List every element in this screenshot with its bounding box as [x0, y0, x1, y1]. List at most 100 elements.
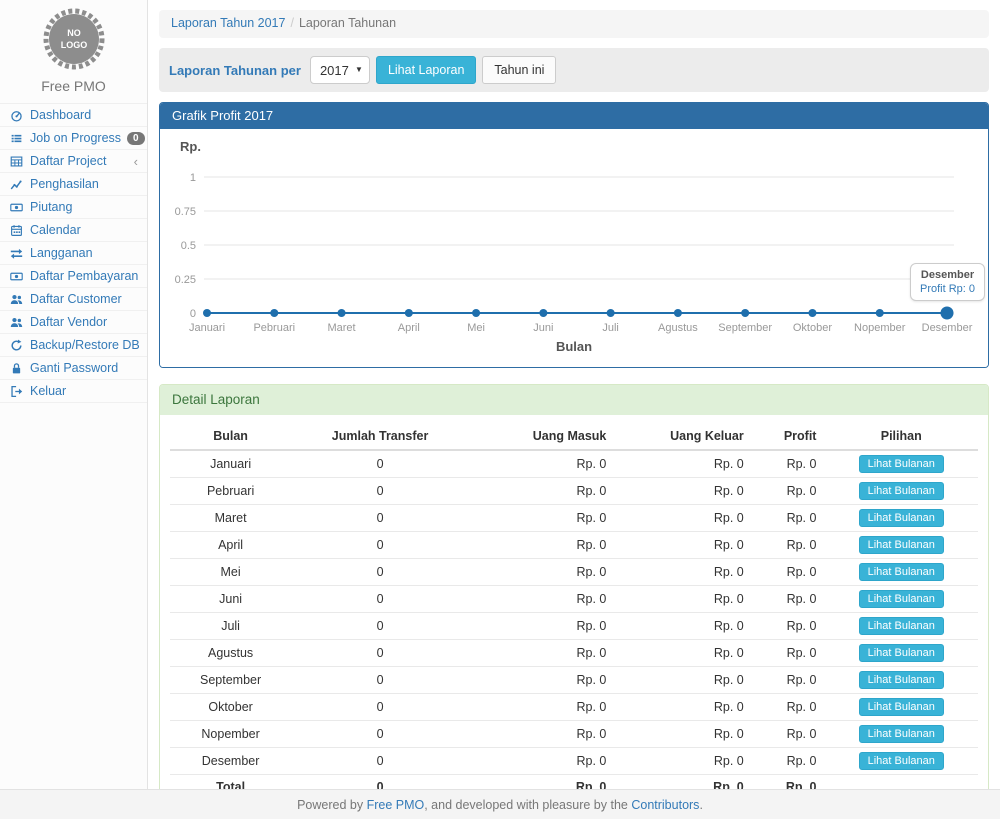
column-header-bulan: Bulan [170, 423, 292, 451]
lihat-bulanan-button-september[interactable]: Lihat Bulanan [858, 671, 944, 689]
cell-jumlah-transfer: 0 [291, 585, 469, 613]
cell-jumlah-transfer: 0 [291, 531, 469, 559]
data-point-nopember[interactable] [875, 309, 884, 317]
cell-uang-keluar: Rp. 0 [614, 558, 752, 586]
sidebar-item-dashboard[interactable]: Dashboard [0, 104, 147, 127]
tachometer-icon [9, 109, 24, 122]
x-tick-label: September [718, 322, 772, 334]
filter-bar: Laporan Tahunan per 2017 ▼ Lihat Laporan… [159, 48, 989, 92]
data-point-maret[interactable] [337, 309, 346, 317]
data-point-desember[interactable] [940, 306, 954, 320]
sidebar-item-backup-restore-db[interactable]: Backup/Restore DB [0, 334, 147, 357]
users-icon [9, 316, 24, 329]
cell-profit: Rp. 0 [751, 585, 825, 613]
table-row-agustus: Agustus 0 Rp. 0 Rp. 0 Rp. 0 Lihat Bulanan [170, 639, 978, 667]
cell-profit: Rp. 0 [751, 747, 825, 775]
cell-pilihan: Lihat Bulanan [824, 612, 978, 640]
data-point-mei[interactable] [472, 309, 481, 317]
x-tick-label: Maret [327, 322, 355, 334]
cell-uang-keluar: Rp. 0 [614, 666, 752, 694]
cell-bulan: Mei [170, 558, 292, 586]
cell-uang-masuk: Rp. 0 [468, 531, 615, 559]
y-tick-label: 0 [190, 308, 196, 320]
data-point-pebruari[interactable] [270, 309, 279, 317]
cell-profit: Rp. 0 [751, 558, 825, 586]
sidebar-item-label: Dashboard [30, 108, 92, 122]
data-point-oktober[interactable] [808, 309, 817, 317]
footer-link-contributors[interactable]: Contributors [631, 797, 700, 812]
data-point-september[interactable] [741, 309, 750, 317]
cell-pilihan: Lihat Bulanan [824, 666, 978, 694]
data-point-juli[interactable] [606, 309, 615, 317]
cell-profit: Rp. 0 [751, 450, 825, 478]
lihat-bulanan-button-januari[interactable]: Lihat Bulanan [858, 455, 944, 473]
sidebar-item-daftar-customer[interactable]: Daftar Customer [0, 288, 147, 311]
sidebar-item-ganti-password[interactable]: Ganti Password [0, 357, 147, 380]
sidebar-item-label: Daftar Customer [30, 292, 122, 306]
lihat-bulanan-button-pebruari[interactable]: Lihat Bulanan [858, 482, 944, 500]
sidebar-item-keluar[interactable]: Keluar [0, 380, 147, 403]
no-logo-badge-icon: NO LOGO [43, 8, 104, 70]
x-tick-label: Pebruari [253, 322, 295, 334]
cell-uang-keluar: Rp. 0 [614, 639, 752, 667]
cell-uang-keluar: Rp. 0 [614, 531, 752, 559]
sidebar-item-piutang[interactable]: Piutang [0, 196, 147, 219]
lihat-bulanan-button-nopember[interactable]: Lihat Bulanan [858, 725, 944, 743]
column-header-pilihan: Pilihan [824, 423, 978, 451]
cell-pilihan: Lihat Bulanan [824, 639, 978, 667]
sidebar-item-job-on-progress[interactable]: Job on Progress 0 [0, 127, 147, 150]
year-select[interactable]: 2017 [309, 56, 370, 84]
cell-bulan: Agustus [170, 639, 292, 667]
lihat-bulanan-button-april[interactable]: Lihat Bulanan [858, 536, 944, 554]
breadcrumb-link[interactable]: Laporan Tahun 2017 [171, 16, 286, 30]
data-point-juni[interactable] [539, 309, 548, 317]
cell-uang-masuk: Rp. 0 [468, 612, 615, 640]
table-row-oktober: Oktober 0 Rp. 0 Rp. 0 Rp. 0 Lihat Bulanan [170, 693, 978, 721]
cell-uang-masuk: Rp. 0 [468, 477, 615, 505]
cell-jumlah-transfer: 0 [291, 612, 469, 640]
cell-jumlah-transfer: 0 [291, 720, 469, 748]
brand-name: Free PMO [41, 78, 106, 94]
lihat-bulanan-button-agustus[interactable]: Lihat Bulanan [858, 644, 944, 662]
data-point-april[interactable] [404, 309, 413, 317]
tooltip-value: Profit Rp: 0 [920, 283, 976, 295]
data-point-januari[interactable] [203, 309, 211, 317]
cell-uang-masuk: Rp. 0 [468, 504, 615, 532]
sidebar-item-calendar[interactable]: Calendar [0, 219, 147, 242]
cell-jumlah-transfer: 0 [291, 450, 469, 478]
sidebar-item-daftar-project[interactable]: Daftar Project ‹ [0, 150, 147, 173]
lihat-bulanan-button-maret[interactable]: Lihat Bulanan [858, 509, 944, 527]
sidebar-item-penghasilan[interactable]: Penghasilan [0, 173, 147, 196]
data-point-agustus[interactable] [673, 309, 682, 317]
column-header-profit: Profit [751, 423, 825, 451]
x-tick-label: Desember [922, 322, 973, 334]
sidebar-item-langganan[interactable]: Langganan [0, 242, 147, 265]
x-tick-label: April [398, 322, 420, 334]
cell-uang-masuk: Rp. 0 [468, 585, 615, 613]
cell-uang-masuk: Rp. 0 [468, 558, 615, 586]
lihat-bulanan-button-mei[interactable]: Lihat Bulanan [858, 563, 944, 581]
lihat-bulanan-button-juli[interactable]: Lihat Bulanan [858, 617, 944, 635]
lihat-bulanan-button-desember[interactable]: Lihat Bulanan [858, 752, 944, 770]
lihat-laporan-button[interactable]: Lihat Laporan [375, 56, 477, 84]
cell-pilihan: Lihat Bulanan [824, 531, 978, 559]
footer-link-freepmo[interactable]: Free PMO [366, 797, 425, 812]
table-row-juli: Juli 0 Rp. 0 Rp. 0 Rp. 0 Lihat Bulanan [170, 612, 978, 640]
cell-uang-keluar: Rp. 0 [614, 504, 752, 532]
breadcrumb-separator: / [290, 16, 294, 30]
svg-text:LOGO: LOGO [60, 40, 87, 50]
sidebar-item-label: Piutang [30, 200, 73, 214]
sidebar-item-daftar-vendor[interactable]: Daftar Vendor [0, 311, 147, 334]
column-header-uang-keluar: Uang Keluar [614, 423, 752, 451]
cell-uang-keluar: Rp. 0 [614, 693, 752, 721]
lihat-bulanan-button-juni[interactable]: Lihat Bulanan [858, 590, 944, 608]
cell-jumlah-transfer: 0 [291, 747, 469, 775]
table-row-pebruari: Pebruari 0 Rp. 0 Rp. 0 Rp. 0 Lihat Bulanan [170, 477, 978, 505]
lihat-bulanan-button-oktober[interactable]: Lihat Bulanan [858, 698, 944, 716]
tahun-ini-button[interactable]: Tahun ini [482, 56, 557, 84]
cell-uang-masuk: Rp. 0 [468, 693, 615, 721]
chevron-left-icon: ‹ [133, 153, 138, 169]
cell-bulan: April [170, 531, 292, 559]
sidebar-item-daftar-pembayaran[interactable]: Daftar Pembayaran [0, 265, 147, 288]
